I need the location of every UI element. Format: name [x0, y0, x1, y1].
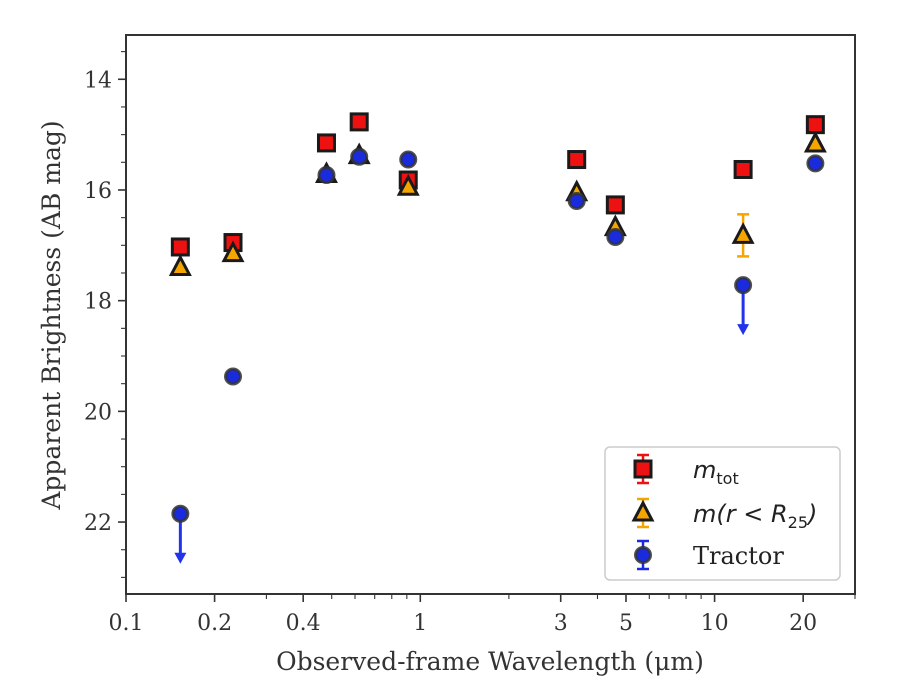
upper-limit-arrowhead: [174, 552, 187, 564]
series-square: [170, 112, 825, 257]
x-tick-label: 20: [789, 611, 817, 636]
legend: mtot m(r < R25) Tractor: [604, 446, 841, 581]
data-point-triangle: [168, 254, 192, 276]
data-point-square: [349, 112, 369, 132]
x-tick-label: 0.2: [197, 611, 232, 636]
y-tick-label: 16: [84, 179, 112, 204]
x-tick-label: 1: [413, 611, 427, 636]
x-tick-label: 10: [701, 611, 729, 636]
data-point-triangle: [396, 173, 420, 196]
tick-labels: 0.1 0.2 0.4 1 3 5 10 20 14 16 18 20 22: [84, 68, 817, 636]
legend-box: [604, 446, 841, 581]
legend-marker-triangle: [631, 499, 655, 522]
series-triangle: [168, 130, 827, 276]
x-tick-label: 3: [554, 611, 568, 636]
legend-label: m(r < R25): [693, 500, 817, 532]
data-point-square: [605, 195, 625, 215]
data-point-square: [567, 150, 587, 170]
series-circle: [171, 147, 825, 564]
legend-label: Tractor: [693, 542, 784, 570]
data-point-square: [805, 115, 825, 135]
y-axis-label: Apparent Brightness (AB mag): [37, 120, 66, 510]
data-marks: [168, 112, 827, 564]
data-point-triangle: [803, 130, 827, 153]
x-axis-label: Observed-frame Wavelength (μm): [276, 647, 704, 676]
legend-marker-square: [633, 459, 653, 479]
data-point-square: [733, 159, 753, 179]
data-point-square: [316, 133, 336, 153]
y-tick-label: 18: [84, 290, 112, 315]
legend-marker-circle: [634, 546, 652, 564]
y-tick-label: 14: [84, 68, 112, 93]
y-tick-label: 20: [84, 400, 112, 425]
data-point-triangle: [221, 240, 245, 263]
x-tick-label: 0.1: [109, 611, 144, 636]
data-point-square: [170, 237, 190, 257]
y-tick-label: 22: [84, 511, 112, 536]
legend-label: mtot: [693, 456, 739, 488]
x-tick-label: 0.4: [286, 611, 321, 636]
x-tick-label: 5: [619, 611, 633, 636]
upper-limit-arrowhead: [737, 324, 750, 336]
plot-frame: [125, 34, 856, 595]
data-point-triangle: [731, 222, 755, 244]
